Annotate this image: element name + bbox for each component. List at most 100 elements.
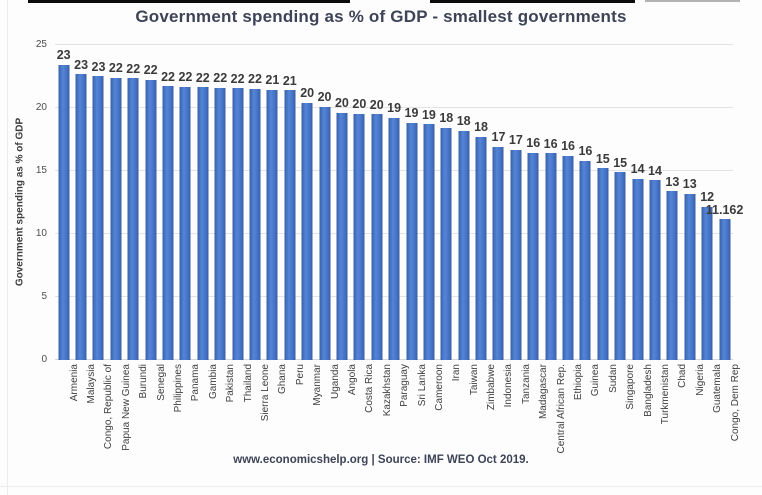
bar-slot: 18 [455,45,472,360]
bar-slot: 17 [490,45,507,360]
bar [475,136,487,360]
data-label: 23 [91,59,106,74]
bar [92,76,104,360]
x-label-slot: Thailand [229,364,254,460]
bar [145,79,157,360]
data-label: 18 [439,111,454,126]
bar [162,86,174,360]
x-label-slot: Chad [664,364,688,460]
bar-slot: 16 [542,45,559,360]
bar [197,87,209,360]
bar-slot: 21 [264,45,281,360]
data-label: 22 [126,61,141,76]
chart-title: Government spending as % of GDP - smalle… [135,7,627,26]
data-label: 21 [265,73,280,88]
data-label: 19 [421,107,436,122]
data-label: 19 [387,101,402,116]
bar [684,193,696,360]
bar [319,106,331,360]
bar [75,74,87,360]
data-label: 14 [648,163,662,178]
x-label-slot: Ethiopia [559,364,584,460]
bar-slot: 15 [612,45,629,360]
bar [423,124,435,360]
bar-slot: 16 [525,45,542,360]
x-label-slot: Angola [333,364,358,460]
bar-slot: 16 [559,45,576,360]
bar [232,88,244,360]
data-label: 21 [282,73,297,88]
bar [614,172,626,360]
bar [406,122,417,360]
x-label-slot: Guinea [577,364,601,460]
data-label: 23 [56,48,71,63]
data-label: 16 [526,136,541,151]
y-tick-label: 0 [41,354,47,365]
source-footer: www.economicshelp.org | Source: IMF WEO … [233,454,529,466]
bar [649,180,661,360]
data-label: 14 [630,162,645,177]
bar-slot: 22 [159,45,176,360]
data-label: 18 [474,120,489,135]
data-label: 23 [74,57,89,72]
bar-slot: 22 [229,45,246,360]
data-label: 18 [456,114,471,129]
x-label-slot: Kazakhstan [368,364,393,460]
bar-slot: 19 [385,45,402,360]
bar [527,152,539,360]
bar [492,146,504,360]
data-label: 22 [178,70,193,85]
bar [458,130,470,360]
data-label: 15 [595,151,610,166]
data-label: 22 [230,71,245,86]
bar-slot: 20 [298,45,315,360]
y-tick-label: 25 [35,39,47,50]
data-label: 12 [700,190,715,205]
data-label: 22 [108,61,123,76]
y-tick-label: 10 [35,228,47,239]
data-label: 16 [578,144,593,159]
bar [632,178,644,360]
bar [388,117,400,360]
bar [284,90,296,360]
bar [440,127,452,360]
data-label: 22 [248,72,262,87]
x-label-slot: Taiwan [455,364,480,460]
bar-slot: 23 [72,45,89,360]
x-tick-label: Congo, Dem Rep [729,364,741,442]
bar-slot: 20 [351,45,368,360]
data-label: 17 [508,133,523,148]
bar-slot: 12 [698,45,715,360]
bar-slot: 22 [142,45,159,360]
x-label-slot: Cameroon [420,364,445,460]
bar [579,160,591,360]
bar-slot: 22 [107,45,124,360]
data-label: 20 [369,97,384,112]
bar-slot: 22 [194,45,211,360]
x-label-slot: Sri Lanka [403,364,428,460]
bar-slot: 13 [681,45,698,360]
data-label: 22 [195,70,210,85]
data-label: 13 [682,177,697,192]
data-label: 16 [543,136,558,151]
bar [666,191,678,360]
bar-slot: 23 [55,45,72,360]
x-label-slot: Armenia [55,364,80,460]
x-label-slot: Panama [177,364,201,460]
x-label-slot: Senegal [142,364,167,460]
bar-slot: 22 [125,45,142,360]
y-axis-title: Government spending as % of GDP [14,117,26,287]
x-label-slot: Costa Rica [351,364,375,460]
bar [58,64,70,360]
left-edge-line [7,0,8,495]
bar [127,78,139,360]
data-label: 16 [561,139,575,154]
data-label: 19 [404,106,419,121]
bar-slot: 20 [368,45,385,360]
top-edge-artifact [645,0,740,2]
y-tick-label: 5 [41,291,47,302]
x-label-slot: Sierra Leone [246,364,271,460]
data-label: 11.162 [705,202,744,217]
data-label: 17 [491,130,506,145]
bar [719,219,731,360]
